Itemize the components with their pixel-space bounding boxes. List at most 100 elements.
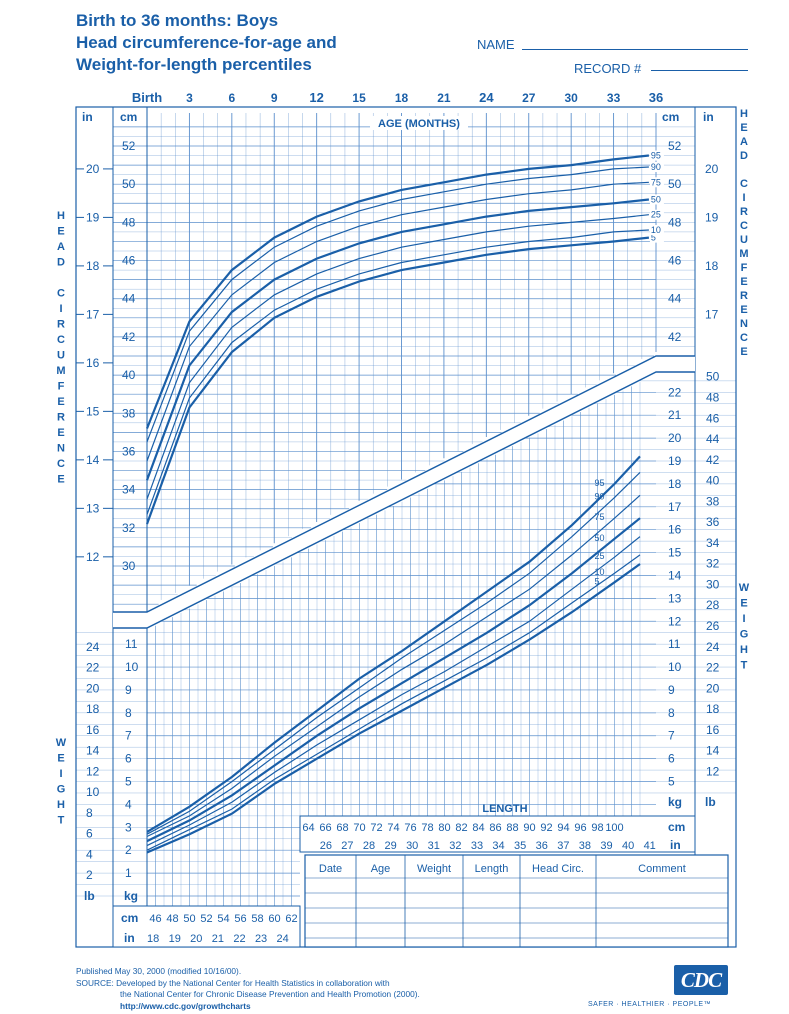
hc-side-label-left: C: [57, 458, 65, 470]
hc-label-bg: [649, 225, 664, 235]
hc-side-label-left: H: [57, 210, 65, 222]
wt-side-label-left: T: [58, 815, 65, 827]
wl-curve-p10: [146, 554, 641, 851]
hc-in-tick-right: 19: [705, 210, 719, 224]
length-in-tick: 29: [384, 840, 396, 852]
wl-lb-tick-left: 2: [86, 868, 93, 882]
wl-lb-tick-right: 16: [706, 723, 720, 737]
hc-curve-p75: [146, 181, 649, 462]
hc-percentile-label-5: 5: [651, 233, 656, 243]
wt-side-label-right: W: [739, 582, 750, 594]
length-in-tick: 34: [492, 840, 504, 852]
wl-kg-tick-left: 7: [125, 729, 132, 743]
hc-cm-tick-left: 50: [122, 177, 136, 191]
hc-in-tick-left: 16: [86, 356, 100, 370]
record-header-length: Length: [475, 863, 509, 875]
length-axis-label: LENGTH: [482, 803, 527, 815]
wl-kg-tick-right: 6: [668, 752, 675, 766]
hc-side-label-left: C: [57, 334, 65, 346]
wl-curve-p90: [146, 471, 641, 835]
wl-kg-tick-left: 1: [125, 866, 132, 880]
wl-lb-tick-right: 18: [706, 702, 720, 716]
separator-edge-top: [113, 355, 695, 613]
length-unit-cm-right: cm: [668, 820, 685, 834]
hc-side-label-left: M: [56, 365, 65, 377]
wt-side-label-right: H: [740, 644, 748, 656]
record-header-head-circ-: Head Circ.: [532, 863, 584, 875]
wl-percentile-label-50: 50: [595, 533, 605, 543]
hc-curve-p10: [146, 229, 649, 515]
hc-side-label-left: E: [57, 226, 64, 238]
wl-kg-tick-right: 5: [668, 775, 675, 789]
age-tick-label: 36: [649, 90, 663, 105]
footer-link[interactable]: http://www.cdc.gov/growthcharts: [120, 1000, 251, 1011]
hc-side-label-right: E: [740, 346, 747, 358]
wl-lb-tick-right: 48: [706, 391, 720, 405]
footer-block: Published May 30, 2000 (modified 10/16/0…: [76, 966, 420, 1012]
wl-kg-tick-left: 11: [125, 637, 138, 651]
hc-percentile-label-90: 90: [651, 162, 661, 172]
record-field[interactable]: [651, 70, 748, 71]
wl-unit-kg-left: kg: [124, 889, 138, 903]
wl-lb-tick-right: 42: [706, 453, 720, 467]
age-tick-label: 3: [186, 91, 193, 105]
hc-in-tick-left: 17: [86, 307, 100, 321]
hc-side-label-left: N: [57, 443, 65, 455]
length-cm-tick: 98: [591, 822, 603, 834]
length-unit-in-right: in: [670, 838, 681, 852]
wl-lb-tick-right: 28: [706, 598, 720, 612]
record-table: [304, 854, 729, 948]
length-in-tick: 41: [644, 840, 656, 852]
name-field[interactable]: [522, 49, 748, 50]
length-cm-tick: 100: [605, 822, 623, 834]
length-unit-cm-left: cm: [121, 911, 138, 925]
hc-side-label-left: U: [57, 350, 65, 362]
hc-side-label-right: F: [741, 262, 748, 274]
panel-separator: [113, 356, 695, 628]
wl-lb-tick-right: 34: [706, 536, 720, 550]
hc-percentile-label-50: 50: [651, 194, 661, 204]
length-cm-tick-left: 50: [183, 913, 195, 925]
age-tick-label: Birth: [132, 90, 162, 105]
hc-side-label-right: E: [740, 276, 747, 288]
wl-kg-tick-left: 4: [125, 797, 132, 811]
length-in-tick-left: 20: [190, 933, 202, 945]
wl-kg-tick-left: 3: [125, 820, 132, 834]
hc-cm-tick-right: 46: [668, 254, 682, 268]
length-cm-tick: 78: [421, 822, 433, 834]
hc-side-label-right: C: [740, 220, 748, 232]
length-cm-tick: 96: [574, 822, 586, 834]
wl-kg-tick-left: 5: [125, 775, 132, 789]
length-in-tick: 37: [557, 840, 569, 852]
hc-in-tick-right: 18: [705, 259, 719, 273]
wl-kg-tick-right: 15: [668, 546, 682, 560]
hc-in-tick-left: 18: [86, 259, 100, 273]
length-cm-tick: 74: [387, 822, 399, 834]
length-cm-tick: 70: [353, 822, 365, 834]
wl-lb-tick-left: 16: [86, 723, 100, 737]
wl-kg-tick-right: 7: [668, 729, 675, 743]
wt-side-label-left: W: [56, 737, 67, 749]
wl-kg-tick-right: 9: [668, 683, 675, 697]
record-header-date: Date: [319, 863, 342, 875]
wl-percentile-label-25: 25: [595, 551, 605, 561]
hc-side-label-right: I: [742, 192, 745, 204]
length-cm-tick: 64: [302, 822, 314, 834]
hc-percentile-label-10: 10: [651, 225, 661, 235]
length-in-tick: 27: [341, 840, 353, 852]
hc-side-label-left: A: [57, 241, 65, 253]
hc-in-tick-right: 17: [705, 307, 719, 321]
hc-in-tick-left: 14: [86, 453, 100, 467]
wl-kg-tick-left: 2: [125, 843, 132, 857]
age-tick-label: 18: [395, 91, 409, 105]
wl-lb-tick-left: 4: [86, 847, 93, 861]
wl-kg-tick-right: 18: [668, 477, 682, 491]
wl-lb-tick-left: 24: [86, 640, 100, 654]
wl-curve-p5: [146, 563, 641, 854]
length-cm-tick-left: 54: [217, 913, 229, 925]
hc-percentile-label-75: 75: [651, 177, 661, 187]
hc-side-label-right: A: [740, 136, 748, 148]
wt-side-label-right: G: [740, 629, 749, 641]
wt-side-label-left: I: [59, 768, 62, 780]
